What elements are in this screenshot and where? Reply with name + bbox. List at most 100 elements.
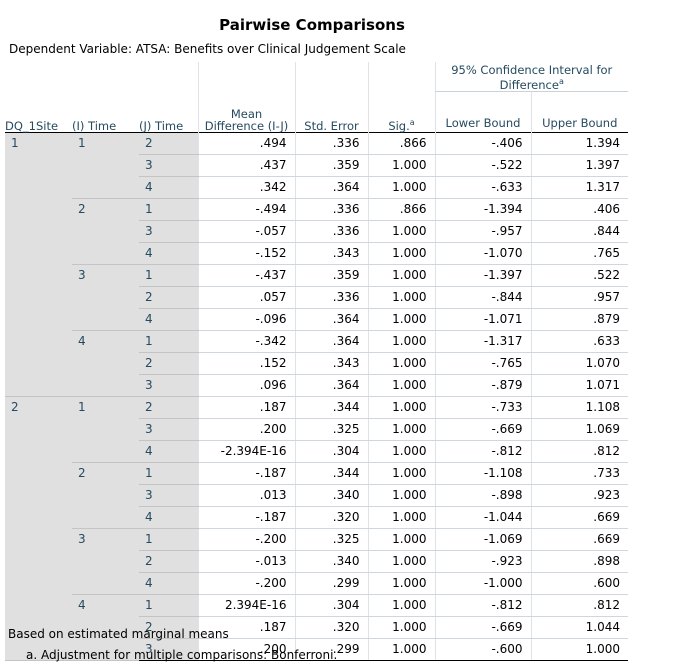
lb-cell: -.669 — [434, 418, 531, 441]
lb-cell: -.812 — [434, 594, 531, 617]
se-cell: .340 — [294, 484, 368, 507]
lb-cell: -.633 — [434, 176, 531, 199]
md-cell: .152 — [197, 352, 295, 375]
se-cell: .320 — [294, 616, 368, 639]
se-cell: .364 — [294, 308, 368, 331]
lb-cell: -1.000 — [434, 572, 531, 595]
table-body: 1 1 2.494.336.866 -.406 1.394 3.437.359 1.000-… — [5, 131, 628, 661]
dependent-variable-label: Dependent Variable: ATSA: Benefits over … — [9, 42, 406, 56]
footnote-bonferroni: a. Adjustment for multiple comparisons: … — [26, 648, 338, 662]
j-time-cell: 3 — [139, 220, 198, 243]
j-time-cell: 1 — [139, 198, 198, 221]
j-time-header: (J) Time — [139, 118, 184, 133]
sig-cell: 1.000 — [367, 572, 435, 595]
md-cell: -2.394E-16 — [197, 440, 295, 463]
table-row: 3 1 -.200.325 1.000 -1.069.669 — [5, 528, 628, 595]
table-row: 3 1 -.437.359 1.000 -1.397.522 — [5, 264, 628, 331]
lb-cell: -1.070 — [434, 242, 531, 265]
sig-cell: 1.000 — [367, 550, 435, 573]
table-row: 4 1 -.342.364 1.000 -1.317.633 — [5, 330, 628, 397]
se-cell: .359 — [294, 264, 368, 287]
ub-cell: .600 — [530, 572, 628, 595]
sig-cell: 1.000 — [367, 176, 435, 199]
sig-cell: 1.000 — [367, 616, 435, 639]
j-time-cell: 4 — [139, 242, 198, 265]
j-time-cell: 3 — [139, 484, 198, 507]
ub-cell: .669 — [530, 528, 628, 551]
md-cell: 2.394E-16 — [197, 594, 295, 617]
md-cell: .013 — [197, 484, 295, 507]
ub-cell: .812 — [530, 594, 628, 617]
sig-cell: 1.000 — [367, 308, 435, 331]
md-cell: -.200 — [197, 572, 295, 595]
ub-cell: 1.394 — [530, 131, 628, 155]
lb-cell: -.844 — [434, 286, 531, 309]
j-time-cell: 3 — [139, 374, 198, 397]
sig-cell: 1.000 — [367, 220, 435, 243]
j-time-cell: 4 — [139, 176, 198, 199]
se-cell: .364 — [294, 330, 368, 353]
site-cell: 1 — [5, 131, 72, 397]
md-cell: -.200 — [197, 528, 295, 551]
ub-cell: .957 — [530, 286, 628, 309]
table-row: 2 1 -.187.344 1.000 -1.108.733 — [5, 462, 628, 529]
i-time-cell: 4 — [72, 594, 139, 661]
ub-cell: 1.108 — [530, 396, 628, 419]
table-row: 3 -.057.336 1.000 -.957.844 — [5, 220, 628, 243]
sig-cell: 1.000 — [367, 594, 435, 617]
ub-cell: .733 — [530, 462, 628, 485]
sig-cell: 1.000 — [367, 484, 435, 507]
confidence-interval-header: 95% Confidence Interval for Differencea — [434, 62, 628, 92]
table-row: 4 -.096.364 1.000 -1.071.879 — [5, 308, 628, 331]
footnote-marginal-means: Based on estimated marginal means — [8, 627, 229, 641]
lb-cell: -1.044 — [434, 506, 531, 529]
lb-cell: -.765 — [434, 352, 531, 375]
se-cell: .325 — [294, 528, 368, 551]
table-row: 3.437.359 1.000 -.522 1.397 — [5, 154, 628, 177]
mean-difference-header: Mean Difference (I-J) — [197, 62, 295, 133]
sig-header: Sig.a — [367, 62, 435, 133]
md-cell: -.013 — [197, 550, 295, 573]
md-cell: .057 — [197, 286, 295, 309]
table-row: 2.187.320 1.000 -.669 1.044 — [5, 616, 628, 639]
lb-cell: -.923 — [434, 550, 531, 573]
j-time-cell: 2 — [139, 286, 198, 309]
se-cell: .343 — [294, 242, 368, 265]
table-row: 4 -.200.299 1.000 -1.000.600 — [5, 572, 628, 595]
md-cell: -.494 — [197, 198, 295, 221]
table-row: 2.152.343 1.000 -.765 1.070 — [5, 352, 628, 375]
se-cell: .320 — [294, 506, 368, 529]
lb-cell: -.898 — [434, 484, 531, 507]
sig-cell: 1.000 — [367, 462, 435, 485]
sig-cell: 1.000 — [367, 286, 435, 309]
ub-cell: 1.070 — [530, 352, 628, 375]
table-row: 2 -.013.340 1.000 -.923.898 — [5, 550, 628, 573]
table-row: 4 -.152.343 1.000 -1.070.765 — [5, 242, 628, 265]
j-time-cell: 3 — [139, 154, 198, 177]
i-time-cell: 3 — [72, 264, 139, 331]
sig-cell: 1.000 — [367, 528, 435, 551]
site-cell: 2 — [5, 396, 72, 661]
i-time-cell: 2 — [72, 198, 139, 265]
ub-cell: 1.397 — [530, 154, 628, 177]
i-time-cell: 1 — [72, 131, 139, 199]
i-time-cell: 4 — [72, 330, 139, 397]
j-time-cell: 4 — [139, 440, 198, 463]
sig-cell: 1.000 — [367, 418, 435, 441]
sig-cell: 1.000 — [367, 638, 435, 661]
table-row: 4.342.364 1.000 -.633 1.317 — [5, 176, 628, 199]
ub-cell: .898 — [530, 550, 628, 573]
ub-cell: .923 — [530, 484, 628, 507]
se-cell: .344 — [294, 462, 368, 485]
j-time-cell: 2 — [139, 131, 198, 155]
lb-cell: -.733 — [434, 396, 531, 419]
md-cell: -.096 — [197, 308, 295, 331]
md-cell: .187 — [197, 396, 295, 419]
upper-bound-header: Upper Bound — [530, 91, 628, 133]
table-row: 1 1 2.494.336.866 -.406 1.394 — [5, 131, 628, 397]
ub-cell: .765 — [530, 242, 628, 265]
md-cell: .342 — [197, 176, 295, 199]
sig-cell: .866 — [367, 198, 435, 221]
j-time-cell: 4 — [139, 506, 198, 529]
lb-cell: -1.069 — [434, 528, 531, 551]
